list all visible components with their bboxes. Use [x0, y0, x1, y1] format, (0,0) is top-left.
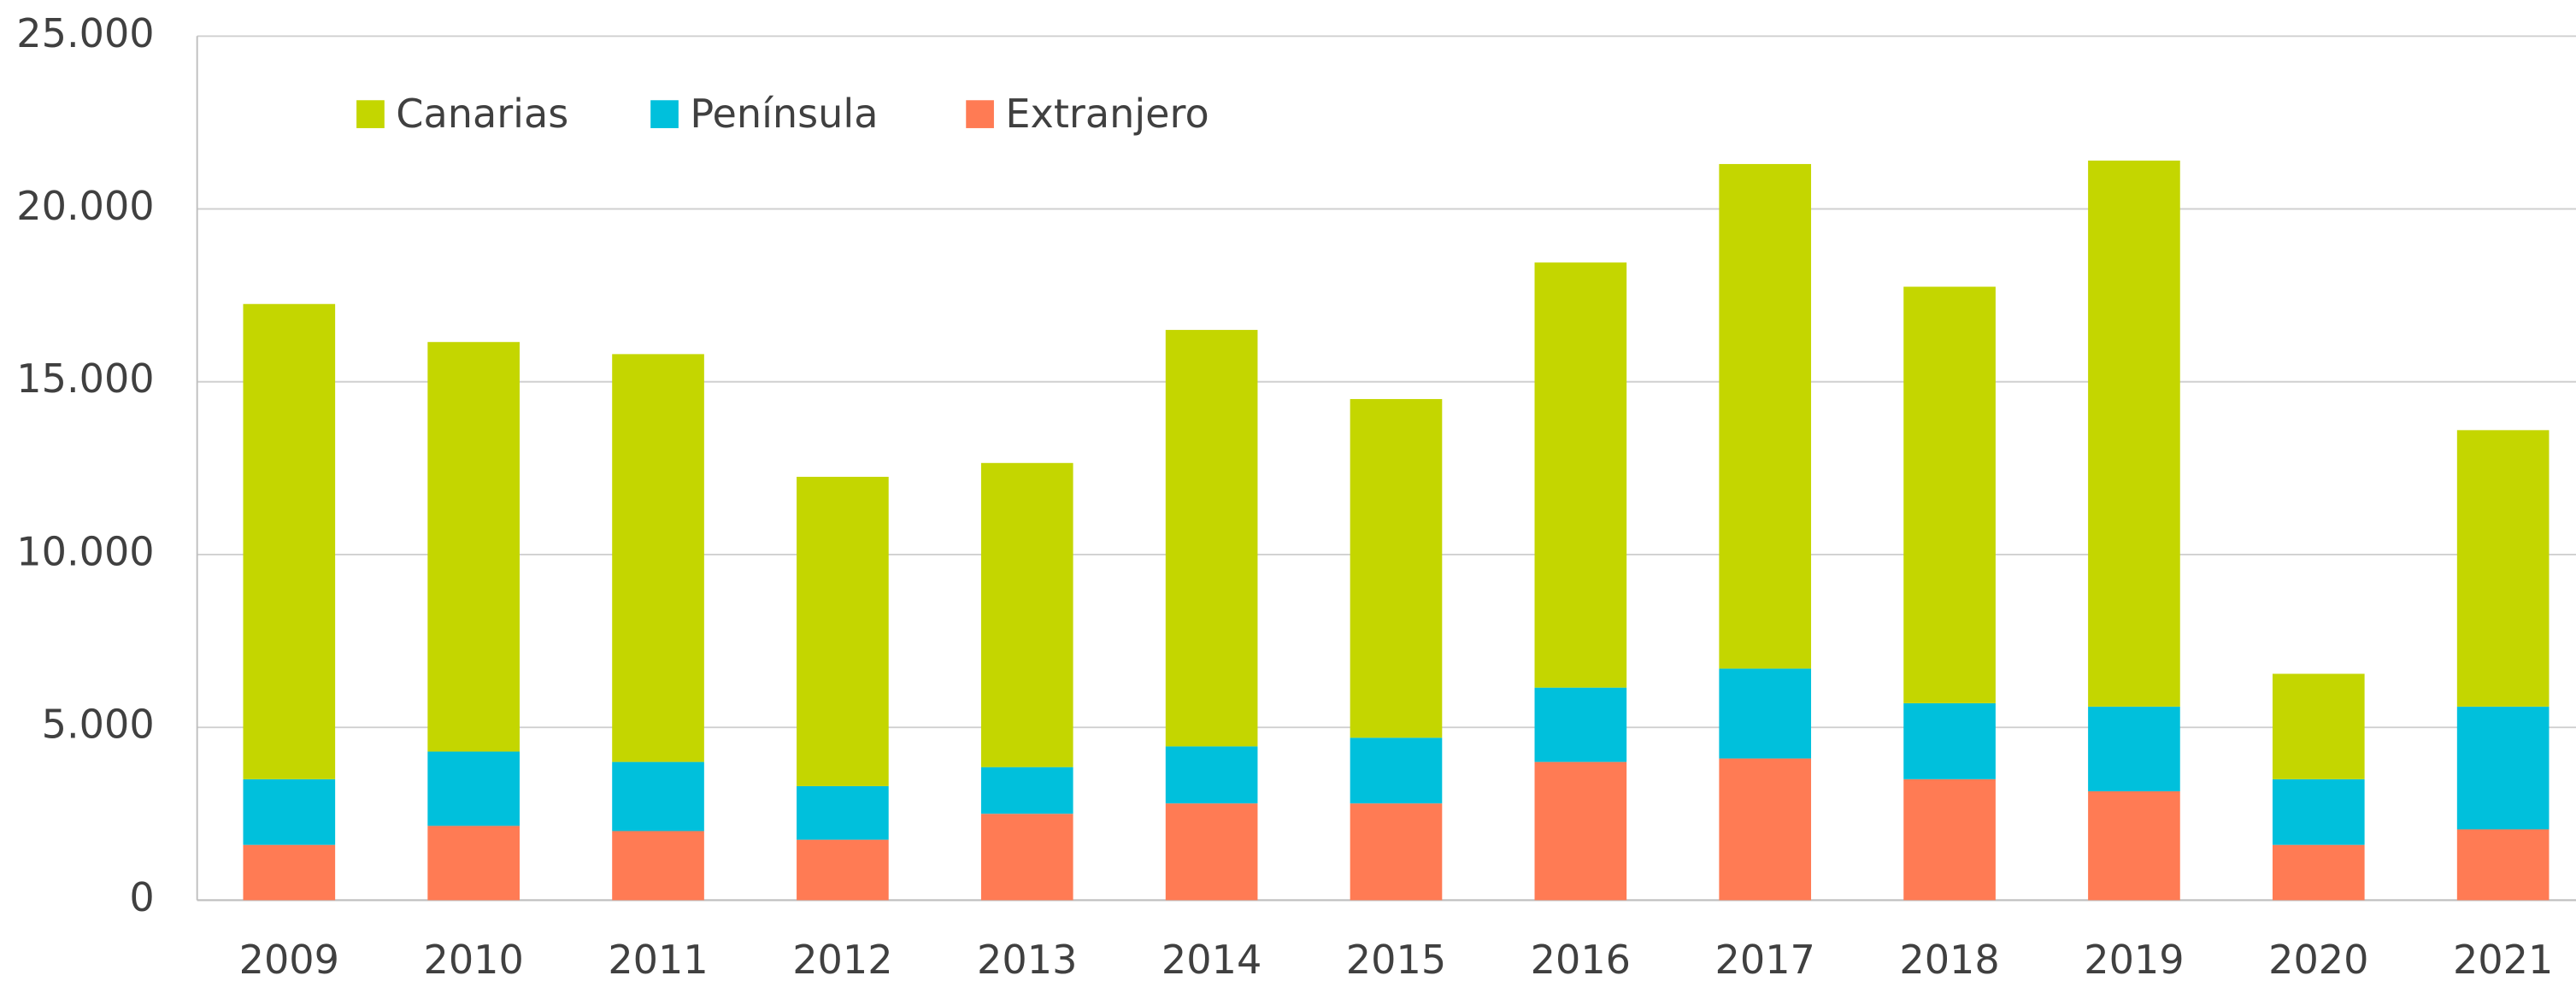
- bar-segment: [1165, 803, 1258, 901]
- bar-segment: [1903, 702, 1996, 779]
- bar-segment: [2088, 790, 2180, 901]
- bar-segment: [1719, 163, 1812, 669]
- x-tick-label: 2019: [2084, 937, 2184, 983]
- bar-segment: [1719, 668, 1812, 759]
- x-tick-label: 2021: [2453, 937, 2553, 983]
- bar-segment: [1534, 687, 1627, 762]
- x-tick-label: 2010: [423, 937, 523, 983]
- y-tick-label: 25.000: [16, 10, 154, 56]
- bar-segment: [797, 785, 889, 840]
- bar-segment: [427, 751, 520, 826]
- bar-segment: [2456, 430, 2550, 707]
- x-tick-label: 2011: [608, 937, 708, 983]
- x-tick-label: 2018: [1899, 937, 1999, 983]
- bar-segment: [797, 839, 889, 901]
- legend-label: Extranjero: [1005, 91, 1209, 137]
- bar-segment: [2456, 829, 2550, 901]
- bar-segment: [1903, 286, 1996, 703]
- legend-swatch: [966, 100, 994, 128]
- bar-segment: [1534, 262, 1627, 688]
- bar-segment: [797, 476, 889, 786]
- bar-segment: [1165, 330, 1258, 747]
- bar-segment: [1534, 761, 1627, 901]
- x-tick-label: 2017: [1715, 937, 1815, 983]
- bar-segment: [1350, 737, 1443, 804]
- bar-segment: [2456, 706, 2550, 830]
- bar-segment: [2272, 673, 2365, 779]
- x-tick-label: 2016: [1531, 937, 1631, 983]
- bar-segment: [243, 779, 336, 845]
- x-tick-label: 2015: [1346, 937, 1446, 983]
- bar-segment: [612, 831, 704, 901]
- y-tick-label: 15.000: [16, 355, 154, 402]
- bar-segment: [243, 303, 336, 779]
- bar-segment: [243, 844, 336, 901]
- y-tick-label: 5.000: [42, 702, 155, 748]
- bar-segment: [980, 767, 1073, 814]
- y-tick-label: 0: [129, 874, 154, 920]
- bar-segment: [427, 826, 520, 901]
- bar-segment: [2272, 844, 2365, 901]
- bar-segment: [1165, 746, 1258, 804]
- bar-segment: [2272, 779, 2365, 845]
- legend-swatch: [356, 100, 385, 128]
- bar-segment: [1350, 398, 1443, 738]
- bar-segment: [612, 761, 704, 831]
- bar-segment: [980, 814, 1073, 901]
- x-tick-label: 2012: [792, 937, 892, 983]
- bar-segment: [2088, 706, 2180, 791]
- bar-segment: [2088, 160, 2180, 707]
- x-tick-label: 2009: [239, 937, 339, 983]
- bar-segment: [1903, 779, 1996, 901]
- legend-swatch: [650, 100, 679, 128]
- x-tick-label: 2013: [977, 937, 1077, 983]
- x-tick-label: 2020: [2268, 937, 2368, 983]
- bar-segment: [1350, 803, 1443, 901]
- legend-label: Península: [690, 91, 878, 137]
- legend-label: Canarias: [396, 91, 568, 137]
- y-tick-label: 20.000: [16, 183, 154, 229]
- x-tick-label: 2014: [1162, 937, 1262, 983]
- y-tick-label: 10.000: [16, 528, 154, 574]
- bar-segment: [427, 342, 520, 752]
- bar-segment: [1719, 758, 1812, 901]
- bar-segment: [980, 462, 1073, 767]
- bar-segment: [612, 354, 704, 762]
